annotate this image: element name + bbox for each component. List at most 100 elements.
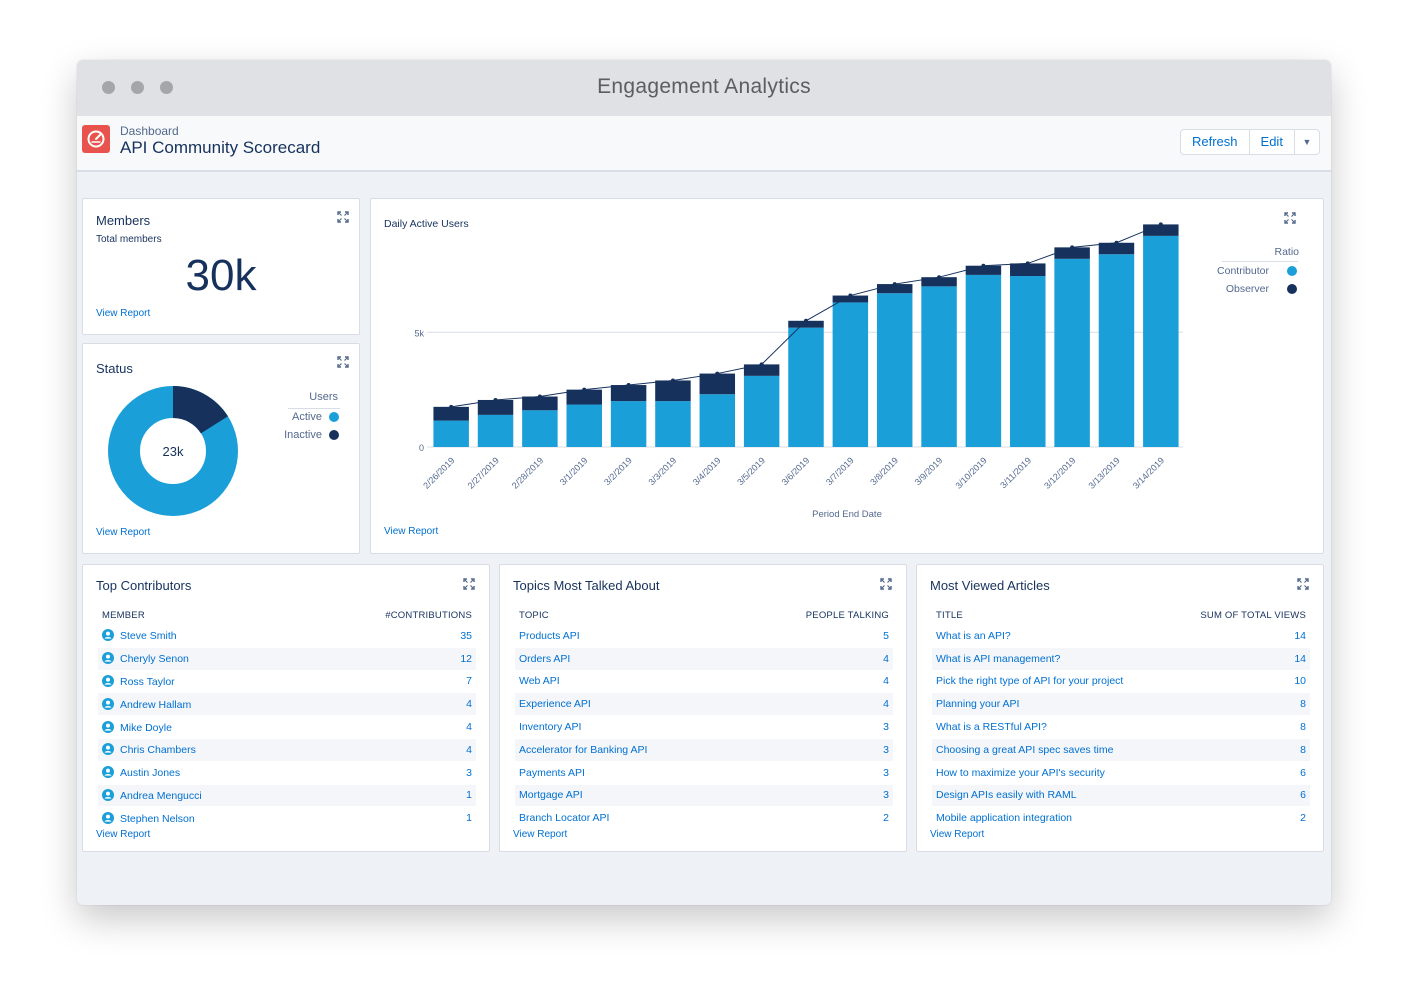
member-label[interactable]: Austin Jones — [120, 767, 181, 780]
member-label[interactable]: Stephen Nelson — [120, 812, 195, 825]
bar-observer[interactable] — [788, 320, 824, 328]
bar-observer[interactable] — [610, 385, 647, 402]
legend-label-inactive[interactable]: Inactive — [284, 429, 322, 441]
bar-contributor[interactable] — [566, 404, 602, 447]
trend-point[interactable] — [937, 275, 942, 280]
article-label[interactable]: Design APIs easily with RAML — [936, 789, 1077, 802]
topic-name-cell[interactable]: Web API — [515, 669, 742, 693]
member-name-cell[interactable]: Stephen Nelson — [98, 806, 300, 830]
articles-view-report-link[interactable]: View Report — [930, 829, 985, 840]
topics-view-report-link[interactable]: View Report — [513, 829, 568, 840]
column-header[interactable]: #CONTRIBUTIONS — [385, 609, 472, 621]
bar-contributor[interactable] — [522, 410, 558, 447]
bar-contributor[interactable] — [477, 414, 514, 447]
bar-observer[interactable] — [655, 380, 691, 402]
bar-contributor[interactable] — [921, 286, 957, 447]
table-row[interactable]: Products API 5 — [515, 624, 893, 648]
column-header[interactable]: PEOPLE TALKING — [805, 609, 889, 621]
article-name-cell[interactable]: What is API management? — [932, 646, 1171, 671]
legend-label-active[interactable]: Active — [292, 411, 322, 423]
table-row[interactable]: How to maximize your API's security 6 — [932, 760, 1310, 785]
bar-observer[interactable] — [477, 399, 514, 415]
topic-name-cell[interactable]: Experience API — [515, 692, 742, 716]
table-row[interactable]: Cheryly Senon 12 — [98, 646, 476, 671]
bar-contributor[interactable] — [699, 394, 736, 447]
bar-contributor[interactable] — [743, 375, 780, 447]
donut-inactive-segment[interactable] — [108, 386, 238, 516]
bar-observer[interactable] — [1143, 224, 1179, 236]
topic-label[interactable]: Experience API — [519, 698, 591, 711]
bar-contributor[interactable] — [788, 327, 824, 447]
member-label[interactable]: Chris Chambers — [120, 744, 196, 757]
topic-label[interactable]: Web API — [519, 675, 560, 688]
article-label[interactable]: Planning your API — [936, 698, 1020, 711]
member-label[interactable]: Cheryly Senon — [120, 653, 189, 666]
bar-observer[interactable] — [921, 277, 957, 287]
legend-label-contributor[interactable]: Contributor — [1217, 265, 1269, 277]
article-name-cell[interactable]: What is an API? — [932, 624, 1171, 648]
bar-contributor[interactable] — [433, 420, 469, 447]
article-name-cell[interactable]: Mobile application integration — [932, 806, 1171, 830]
bar-observer[interactable] — [743, 364, 780, 376]
article-label[interactable]: How to maximize your API's security — [936, 766, 1105, 779]
member-label[interactable]: Andrew Hallam — [120, 698, 192, 711]
trend-point[interactable] — [449, 404, 454, 409]
column-header[interactable]: SUM OF TOTAL VIEWS — [1200, 609, 1306, 621]
table-row[interactable]: Andrea Mengucci 1 — [98, 783, 476, 807]
table-row[interactable]: Austin Jones 3 — [98, 760, 476, 785]
column-header[interactable]: TOPIC — [519, 609, 549, 621]
article-label[interactable]: What is a RESTful API? — [936, 721, 1047, 734]
table-row[interactable]: What is API management? 14 — [932, 646, 1310, 671]
member-label[interactable]: Steve Smith — [120, 630, 177, 643]
trend-point[interactable] — [1158, 222, 1163, 227]
bar-contributor[interactable] — [1010, 276, 1046, 447]
table-row[interactable]: Experience API 4 — [515, 692, 893, 716]
member-label[interactable]: Andrea Mengucci — [120, 789, 202, 802]
bar-contributor[interactable] — [610, 401, 647, 447]
table-row[interactable]: What is an API? 14 — [932, 624, 1310, 648]
member-name-cell[interactable]: Austin Jones — [98, 760, 300, 785]
bar-observer[interactable] — [699, 373, 736, 395]
article-label[interactable]: What is API management? — [936, 652, 1061, 665]
expand-icon[interactable] — [337, 211, 349, 223]
trend-point[interactable] — [1070, 245, 1075, 250]
bar-contributor[interactable] — [655, 401, 691, 447]
table-row[interactable]: Steve Smith 35 — [98, 624, 476, 648]
bar-contributor[interactable] — [876, 293, 913, 447]
bar-contributor[interactable] — [832, 302, 869, 447]
topic-name-cell[interactable]: Payments API — [515, 760, 742, 785]
bar-observer[interactable] — [965, 265, 1002, 275]
topic-name-cell[interactable]: Mortgage API — [515, 783, 742, 807]
trend-point[interactable] — [493, 397, 498, 402]
article-label[interactable]: Choosing a great API spec saves time — [936, 743, 1114, 756]
topic-label[interactable]: Inventory API — [519, 721, 582, 734]
article-label[interactable]: Pick the right type of API for your proj… — [936, 675, 1124, 688]
expand-icon[interactable] — [880, 578, 892, 590]
table-row[interactable]: Chris Chambers 4 — [98, 737, 476, 762]
member-name-cell[interactable]: Steve Smith — [98, 624, 300, 648]
window-minimize-dot[interactable] — [131, 81, 144, 94]
table-row[interactable]: Planning your API 8 — [932, 692, 1310, 716]
topic-name-cell[interactable]: Branch Locator API — [515, 806, 742, 830]
member-label[interactable]: Mike Doyle — [120, 721, 172, 734]
bar-observer[interactable] — [1054, 247, 1090, 259]
column-header[interactable]: MEMBER — [102, 609, 145, 621]
topic-name-cell[interactable]: Orders API — [515, 646, 742, 671]
article-name-cell[interactable]: Planning your API — [932, 692, 1171, 716]
topic-label[interactable]: Accelerator for Banking API — [519, 743, 648, 756]
window-zoom-dot[interactable] — [160, 81, 173, 94]
trend-point[interactable] — [1114, 240, 1119, 245]
member-label[interactable]: Ross Taylor — [120, 675, 175, 688]
table-row[interactable]: Choosing a great API spec saves time 8 — [932, 737, 1310, 762]
bar-observer[interactable] — [1010, 263, 1046, 277]
member-name-cell[interactable]: Chris Chambers — [98, 737, 300, 762]
table-row[interactable]: Orders API 4 — [515, 646, 893, 671]
topic-name-cell[interactable]: Inventory API — [515, 715, 742, 739]
table-row[interactable]: Mobile application integration 2 — [932, 806, 1310, 830]
member-name-cell[interactable]: Mike Doyle — [98, 715, 300, 739]
legend-label-observer[interactable]: Observer — [1225, 283, 1269, 295]
members-view-report-link[interactable]: View Report — [96, 308, 151, 319]
bar-observer[interactable] — [522, 396, 558, 411]
top-contributors-view-report-link[interactable]: View Report — [96, 829, 151, 840]
trend-point[interactable] — [759, 362, 764, 367]
